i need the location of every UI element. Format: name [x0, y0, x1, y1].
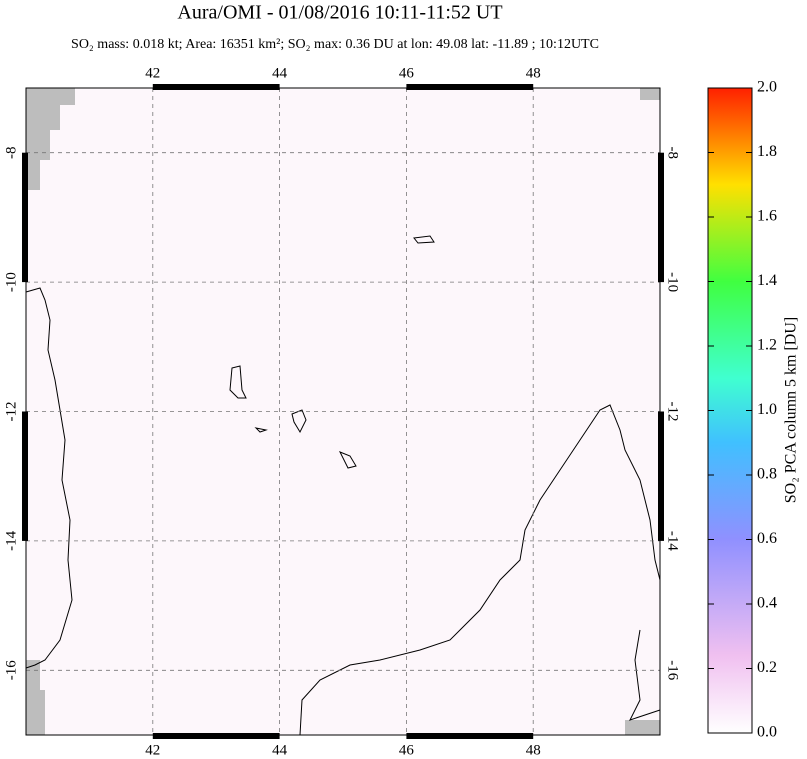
x-tick-label: 42 [145, 742, 160, 758]
colorbar-tick-label: 0.6 [757, 530, 777, 547]
colorbar-tick-label: 0.8 [757, 466, 777, 483]
frame-bar [152, 84, 280, 90]
x-tick-label: 48 [526, 65, 541, 81]
colorbar-label: SO₂ PCA column 5 km [DU] [783, 317, 800, 503]
y-tick-label: -8 [665, 146, 681, 159]
colorbar-tick-label: 1.4 [757, 272, 777, 289]
y-tick-label: -14 [3, 530, 19, 550]
colorbar-tick-label: 0.0 [757, 724, 777, 741]
coastline [25, 287, 73, 669]
x-tick-label: 44 [272, 65, 288, 81]
coastline [254, 409, 357, 469]
frame-bar [22, 411, 28, 541]
x-tick-label: 46 [399, 65, 415, 81]
y-tick-label: -12 [665, 402, 681, 422]
no-data [26, 88, 75, 190]
coastline [229, 365, 247, 399]
y-tick-label: -16 [665, 660, 681, 680]
coastline [629, 629, 661, 721]
no-data [26, 660, 45, 735]
map [25, 87, 661, 736]
frame-bar [406, 84, 534, 90]
colorbar [707, 87, 753, 734]
x-tick-label: 46 [399, 742, 415, 758]
y-tick-label: -8 [3, 146, 19, 159]
frame-bar [658, 152, 664, 283]
frame-bar [152, 733, 280, 739]
x-tick-label: 48 [526, 742, 541, 758]
frame-bar [658, 411, 664, 541]
coastline [299, 404, 661, 736]
frame-bar [406, 733, 534, 739]
y-tick-label: -10 [665, 272, 681, 292]
colorbar-tick-label: 2.0 [757, 79, 777, 96]
colorbar-tick-label: 1.8 [757, 143, 777, 160]
grid [26, 88, 660, 735]
frame-bar [22, 152, 28, 283]
colorbar-tick-label: 0.4 [757, 595, 777, 612]
chart-title: Aura/OMI - 01/08/2016 10:11-11:52 UT [177, 2, 502, 24]
coastline [413, 235, 435, 244]
x-tick-label: 42 [145, 65, 160, 81]
y-tick-label: -12 [3, 402, 19, 422]
colorbar-tick-label: 0.2 [757, 659, 777, 676]
y-tick-label: -14 [665, 531, 681, 551]
colorbar-tick-label: 1.0 [757, 401, 777, 418]
x-tick-label: 44 [272, 742, 288, 758]
y-tick-label: -10 [3, 272, 19, 292]
chart-subtitle: SO₂ mass: 0.018 kt; Area: 16351 km²; SO₂… [71, 37, 599, 52]
y-tick-label: -16 [3, 660, 19, 680]
colorbar-tick-label: 1.6 [757, 208, 777, 225]
colorbar-tick-label: 1.2 [757, 337, 777, 354]
